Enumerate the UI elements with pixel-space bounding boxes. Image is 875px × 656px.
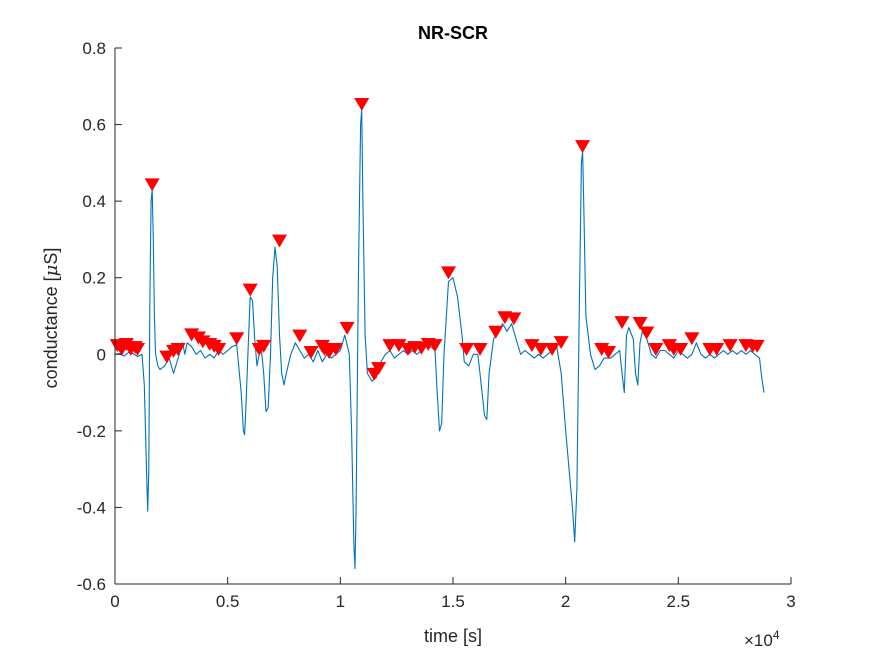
peak-marker [533,342,549,356]
peak-marker [639,326,655,340]
peak-marker [575,140,591,153]
peak-marker [614,316,630,330]
y-tick-label: -0.4 [77,498,106,517]
peak-marker [371,362,387,376]
peak-marker [632,316,648,330]
x-tick-label: 0 [110,592,119,611]
y-tick-label: 0.4 [82,192,106,211]
y-tick-label: -0.2 [77,422,106,441]
peak-marker [144,178,160,192]
peak-marker [544,342,560,356]
x-axis-label: time [s] [424,626,482,646]
peak-marker [303,346,319,359]
x-tick-label: 1 [336,592,345,611]
peak-marker [684,332,700,346]
y-tick-label: 0.6 [82,116,106,135]
peak-marker [242,283,258,297]
x-tick-label: 3 [786,592,795,611]
peak-marker [130,342,146,356]
y-axis-label: conductance [μS] [41,248,62,389]
peak-marker [600,346,617,359]
peak-marker [354,97,370,111]
x-axis-multiplier: ×104 [744,628,780,650]
peak-marker [458,342,475,356]
plot-area [115,48,791,584]
y-tick-label: -0.6 [77,575,106,594]
peak-marker [427,339,443,353]
peak-markers [109,97,765,381]
x-tick-label: 2.5 [667,592,691,611]
chart-title: NR-SCR [418,23,488,43]
peak-marker [553,336,569,349]
peak-marker [211,342,227,356]
x-tick-label: 0.5 [216,592,240,611]
peak-marker [648,342,664,356]
plot-background [115,48,791,584]
peak-marker [722,339,738,353]
peak-marker [506,312,522,326]
peak-marker [440,266,457,280]
peak-marker [170,342,186,356]
peak-marker [749,339,765,353]
peak-marker [292,329,308,343]
peak-marker [673,342,689,356]
peak-marker [271,234,288,248]
peak-marker [339,321,355,335]
peak-marker [256,339,272,353]
peak-marker [229,332,245,346]
y-tick-label: 0.2 [82,269,106,288]
y-tick-label: 0.8 [82,39,106,58]
peak-marker [328,342,344,356]
peak-marker [472,342,488,356]
x-tick-label: 2 [561,592,570,611]
axes: 0 0.5 1 1.5 2 2.5 3 0.8 0.6 0.4 0.2 0 -0.2 -0.4 -0.6 [77,39,796,611]
peak-marker [488,325,504,339]
peak-marker [709,342,725,356]
y-tick-label: 0 [97,345,106,364]
peak-marker [159,350,175,364]
x-tick-label: 1.5 [441,592,465,611]
